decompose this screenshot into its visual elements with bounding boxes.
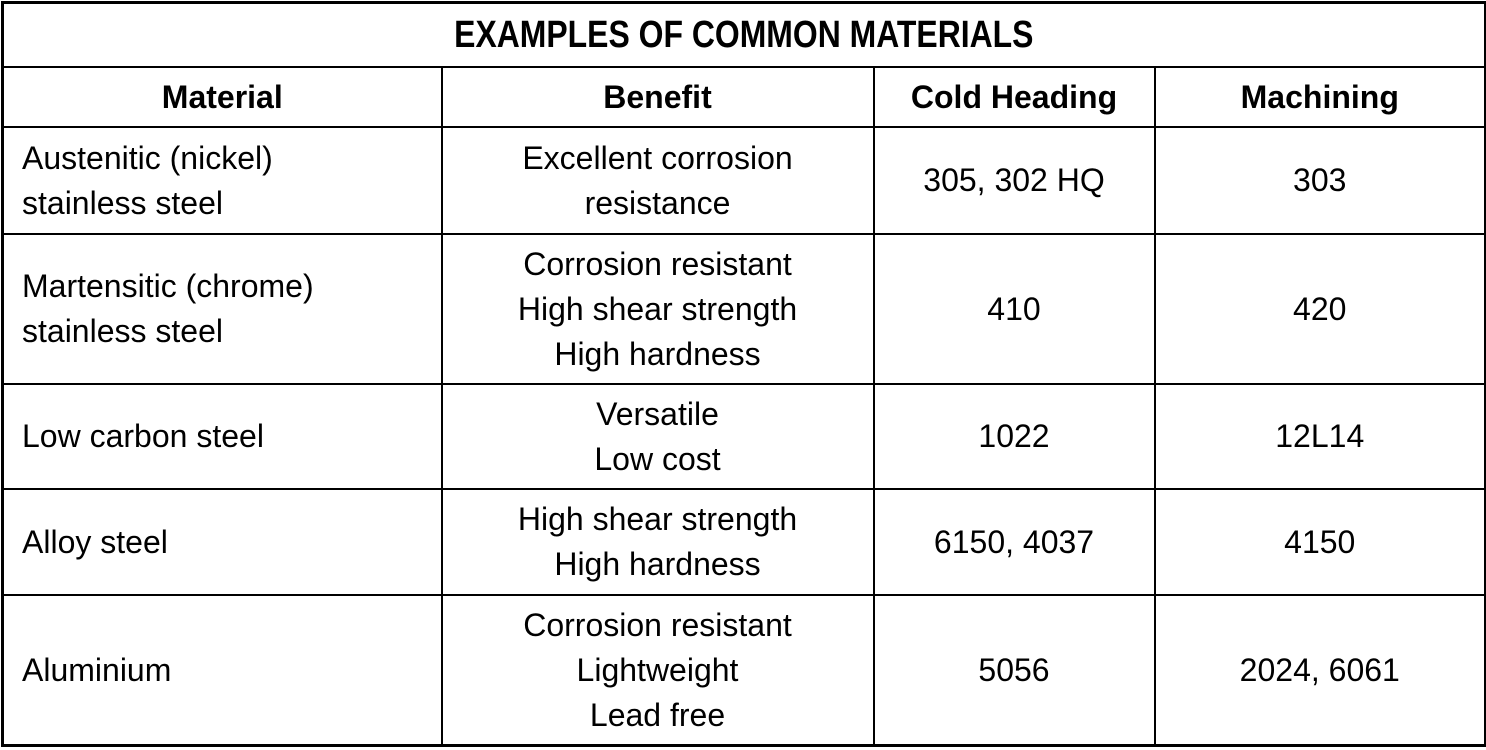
cell-line: Lead free [589, 696, 726, 733]
table-cell: 305, 302 HQ [872, 125, 1156, 236]
table-row: Aluminium Corrosion resistant Lightweight L… [1, 594, 1486, 747]
cell-line: 1022 [978, 418, 1050, 455]
cell-line: Low cost [594, 440, 721, 477]
cell-line: High hardness [554, 335, 761, 372]
table-cell: Versatile Low cost [440, 383, 875, 491]
cell-line: High hardness [554, 546, 761, 583]
cell-line: 303 [1293, 162, 1347, 199]
table-cell: Martensitic (chrome) stainless steel [1, 233, 443, 386]
cell-line: Alloy steel [22, 523, 168, 560]
table-cell: Corrosion resistant Lightweight Lead free [440, 594, 875, 747]
cell-line: High shear strength [517, 290, 798, 327]
header-row: Material Benefit Cold Heading Machining [1, 66, 1486, 128]
table-cell: High shear strength High hardness [440, 488, 875, 597]
cell-line: High shear strength [517, 501, 798, 538]
cell-line: 2024, 6061 [1239, 651, 1400, 688]
cell-line: Corrosion resistant [523, 245, 792, 282]
table-cell: 410 [872, 233, 1156, 386]
cell-line: stainless steel [22, 184, 223, 221]
table-row: Low carbon steel Versatile Low cost 1022 12L… [1, 383, 1486, 491]
table-row: Alloy steel High shear strength High hardn… [1, 488, 1486, 597]
table-row: Austenitic (nickel) stainless steel Excell… [1, 125, 1486, 236]
table-cell: Austenitic (nickel) stainless steel [1, 125, 443, 236]
table-cell: 6150, 4037 [872, 488, 1156, 597]
title-row: EXAMPLES OF COMMON MATERIALS [1, 1, 1486, 68]
table-cell: Aluminium [1, 594, 443, 747]
cell-line: 410 [987, 290, 1041, 327]
cell-line: 420 [1293, 290, 1347, 327]
table-cell: Alloy steel [1, 488, 443, 597]
table-cell: Corrosion resistant High shear strength Hi… [440, 233, 875, 386]
column-header: Material [1, 66, 443, 128]
cell-line: 5056 [978, 651, 1050, 688]
table-cell: 5056 [872, 594, 1156, 747]
cell-line: Low carbon steel [22, 418, 264, 455]
column-header: Cold Heading [872, 66, 1156, 128]
cell-line: 12L14 [1275, 418, 1365, 455]
table-cell: 12L14 [1153, 383, 1486, 491]
cell-line: Austenitic (nickel) [22, 139, 273, 176]
table-body: Austenitic (nickel) stainless steel Excell… [1, 125, 1486, 747]
table-title: EXAMPLES OF COMMON MATERIALS [454, 13, 1034, 56]
cell-line: Corrosion resistant [523, 606, 792, 643]
table-cell: 4150 [1153, 488, 1486, 597]
table-cell: 1022 [872, 383, 1156, 491]
cell-line: 305, 302 HQ [923, 162, 1105, 199]
cell-line: Martensitic (chrome) [22, 268, 314, 305]
table-row: Martensitic (chrome) stainless steel Corro… [1, 233, 1486, 386]
cell-line: 4150 [1284, 523, 1356, 560]
cell-line: Lightweight [576, 651, 739, 688]
table-cell: 303 [1153, 125, 1486, 236]
table-cell: 2024, 6061 [1153, 594, 1486, 747]
table-cell: 420 [1153, 233, 1486, 386]
cell-line: Versatile [596, 395, 719, 432]
cell-line: stainless steel [22, 313, 223, 350]
column-header: Benefit [440, 66, 875, 128]
cell-line: 6150, 4037 [933, 523, 1095, 560]
cell-line: Aluminium [22, 651, 172, 688]
table-title-cell: EXAMPLES OF COMMON MATERIALS [1, 1, 1486, 68]
table-cell: Excellent corrosion resistance [440, 125, 875, 236]
table-cell: Low carbon steel [1, 383, 443, 491]
column-header: Machining [1153, 66, 1486, 128]
cell-line: Excellent corrosion [522, 139, 793, 176]
cell-line: resistance [584, 184, 731, 221]
